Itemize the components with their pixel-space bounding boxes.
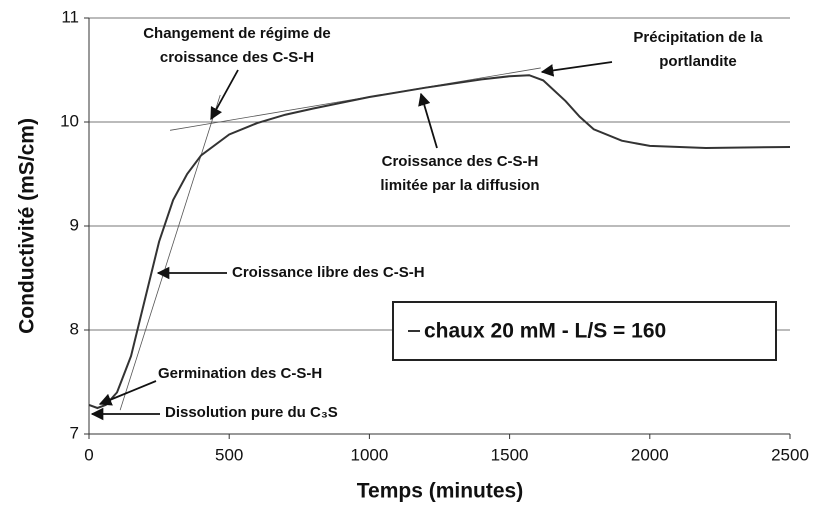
x-tick-label: 2000	[631, 445, 669, 464]
y-tick-label: 9	[70, 215, 79, 234]
annotation: Changement de régime de	[143, 25, 331, 42]
x-axis-label: Temps (minutes)	[357, 480, 523, 503]
x-tick-label: 2500	[771, 445, 809, 464]
y-tick-label: 7	[70, 423, 79, 442]
x-tick-label: 0	[84, 445, 93, 464]
annotation: croissance des C-S-H	[160, 49, 314, 66]
tangent-line	[119, 94, 221, 411]
annotation: Germination des C-S-H	[158, 365, 322, 382]
annotation-arrow	[418, 92, 438, 149]
x-tick-label: 1000	[350, 445, 388, 464]
y-tick-label: 10	[60, 111, 79, 130]
annotation: limitée par la diffusion	[380, 177, 539, 194]
x-tick-label: 1500	[491, 445, 529, 464]
legend-label: chaux 20 mM - L/S = 160	[424, 320, 666, 343]
y-tick-label: 8	[70, 319, 79, 338]
y-axis-label: Conductivité (mS/cm)	[16, 118, 39, 334]
annotation: Précipitation de la	[633, 29, 763, 46]
annotation: Croissance libre des C-S-H	[232, 264, 425, 281]
data-line	[88, 74, 791, 410]
annotation: portlandite	[659, 53, 737, 70]
legend-box	[392, 301, 777, 361]
annotation-arrow	[210, 69, 239, 121]
annotation: Dissolution pure du C₃S	[165, 404, 338, 421]
annotation-arrow	[98, 380, 157, 406]
annotation-arrow	[540, 61, 613, 77]
x-tick-label: 500	[215, 445, 243, 464]
annotation: Croissance des C-S-H	[382, 153, 539, 170]
y-tick-label: 11	[61, 7, 79, 26]
